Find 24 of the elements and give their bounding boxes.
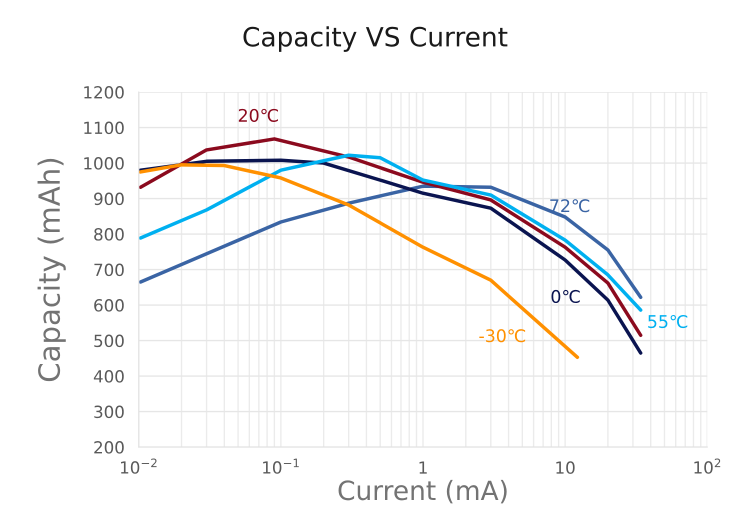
chart-title: Capacity VS Current — [243, 26, 508, 52]
y-tick-label: 1200 — [84, 86, 124, 99]
series-label: -30℃ — [479, 329, 526, 342]
y-tick-label: 900 — [94, 192, 124, 206]
y-tick-label: 200 — [94, 441, 124, 454]
x-axis-title: Current (mA) — [338, 480, 507, 504]
y-tick-label: 1100 — [84, 122, 124, 134]
series-label: 20℃ — [238, 108, 278, 122]
y-tick-label: 600 — [94, 299, 124, 312]
x-tick-label: 10 — [556, 461, 575, 474]
series-label: 0℃ — [552, 290, 580, 304]
y-axis-title: Capacity (mAh) — [38, 158, 66, 382]
x-tick-label: 10$^{−2}$ — [120, 458, 157, 474]
x-tick-label: 10$^{2}$ — [694, 458, 720, 474]
y-tick-label: 500 — [94, 334, 124, 348]
series-label: 72℃ — [550, 199, 590, 212]
y-tick-label: 700 — [94, 264, 124, 276]
y-tick-label: 400 — [94, 370, 124, 383]
x-tick-label: 1 — [420, 462, 427, 474]
y-tick-label: 1000 — [84, 157, 124, 170]
y-tick-label: 800 — [94, 228, 124, 241]
x-tick-label: 10$^{−1}$ — [263, 458, 299, 474]
series-label: 55℃ — [648, 314, 688, 328]
y-tick-label: 300 — [94, 406, 124, 418]
